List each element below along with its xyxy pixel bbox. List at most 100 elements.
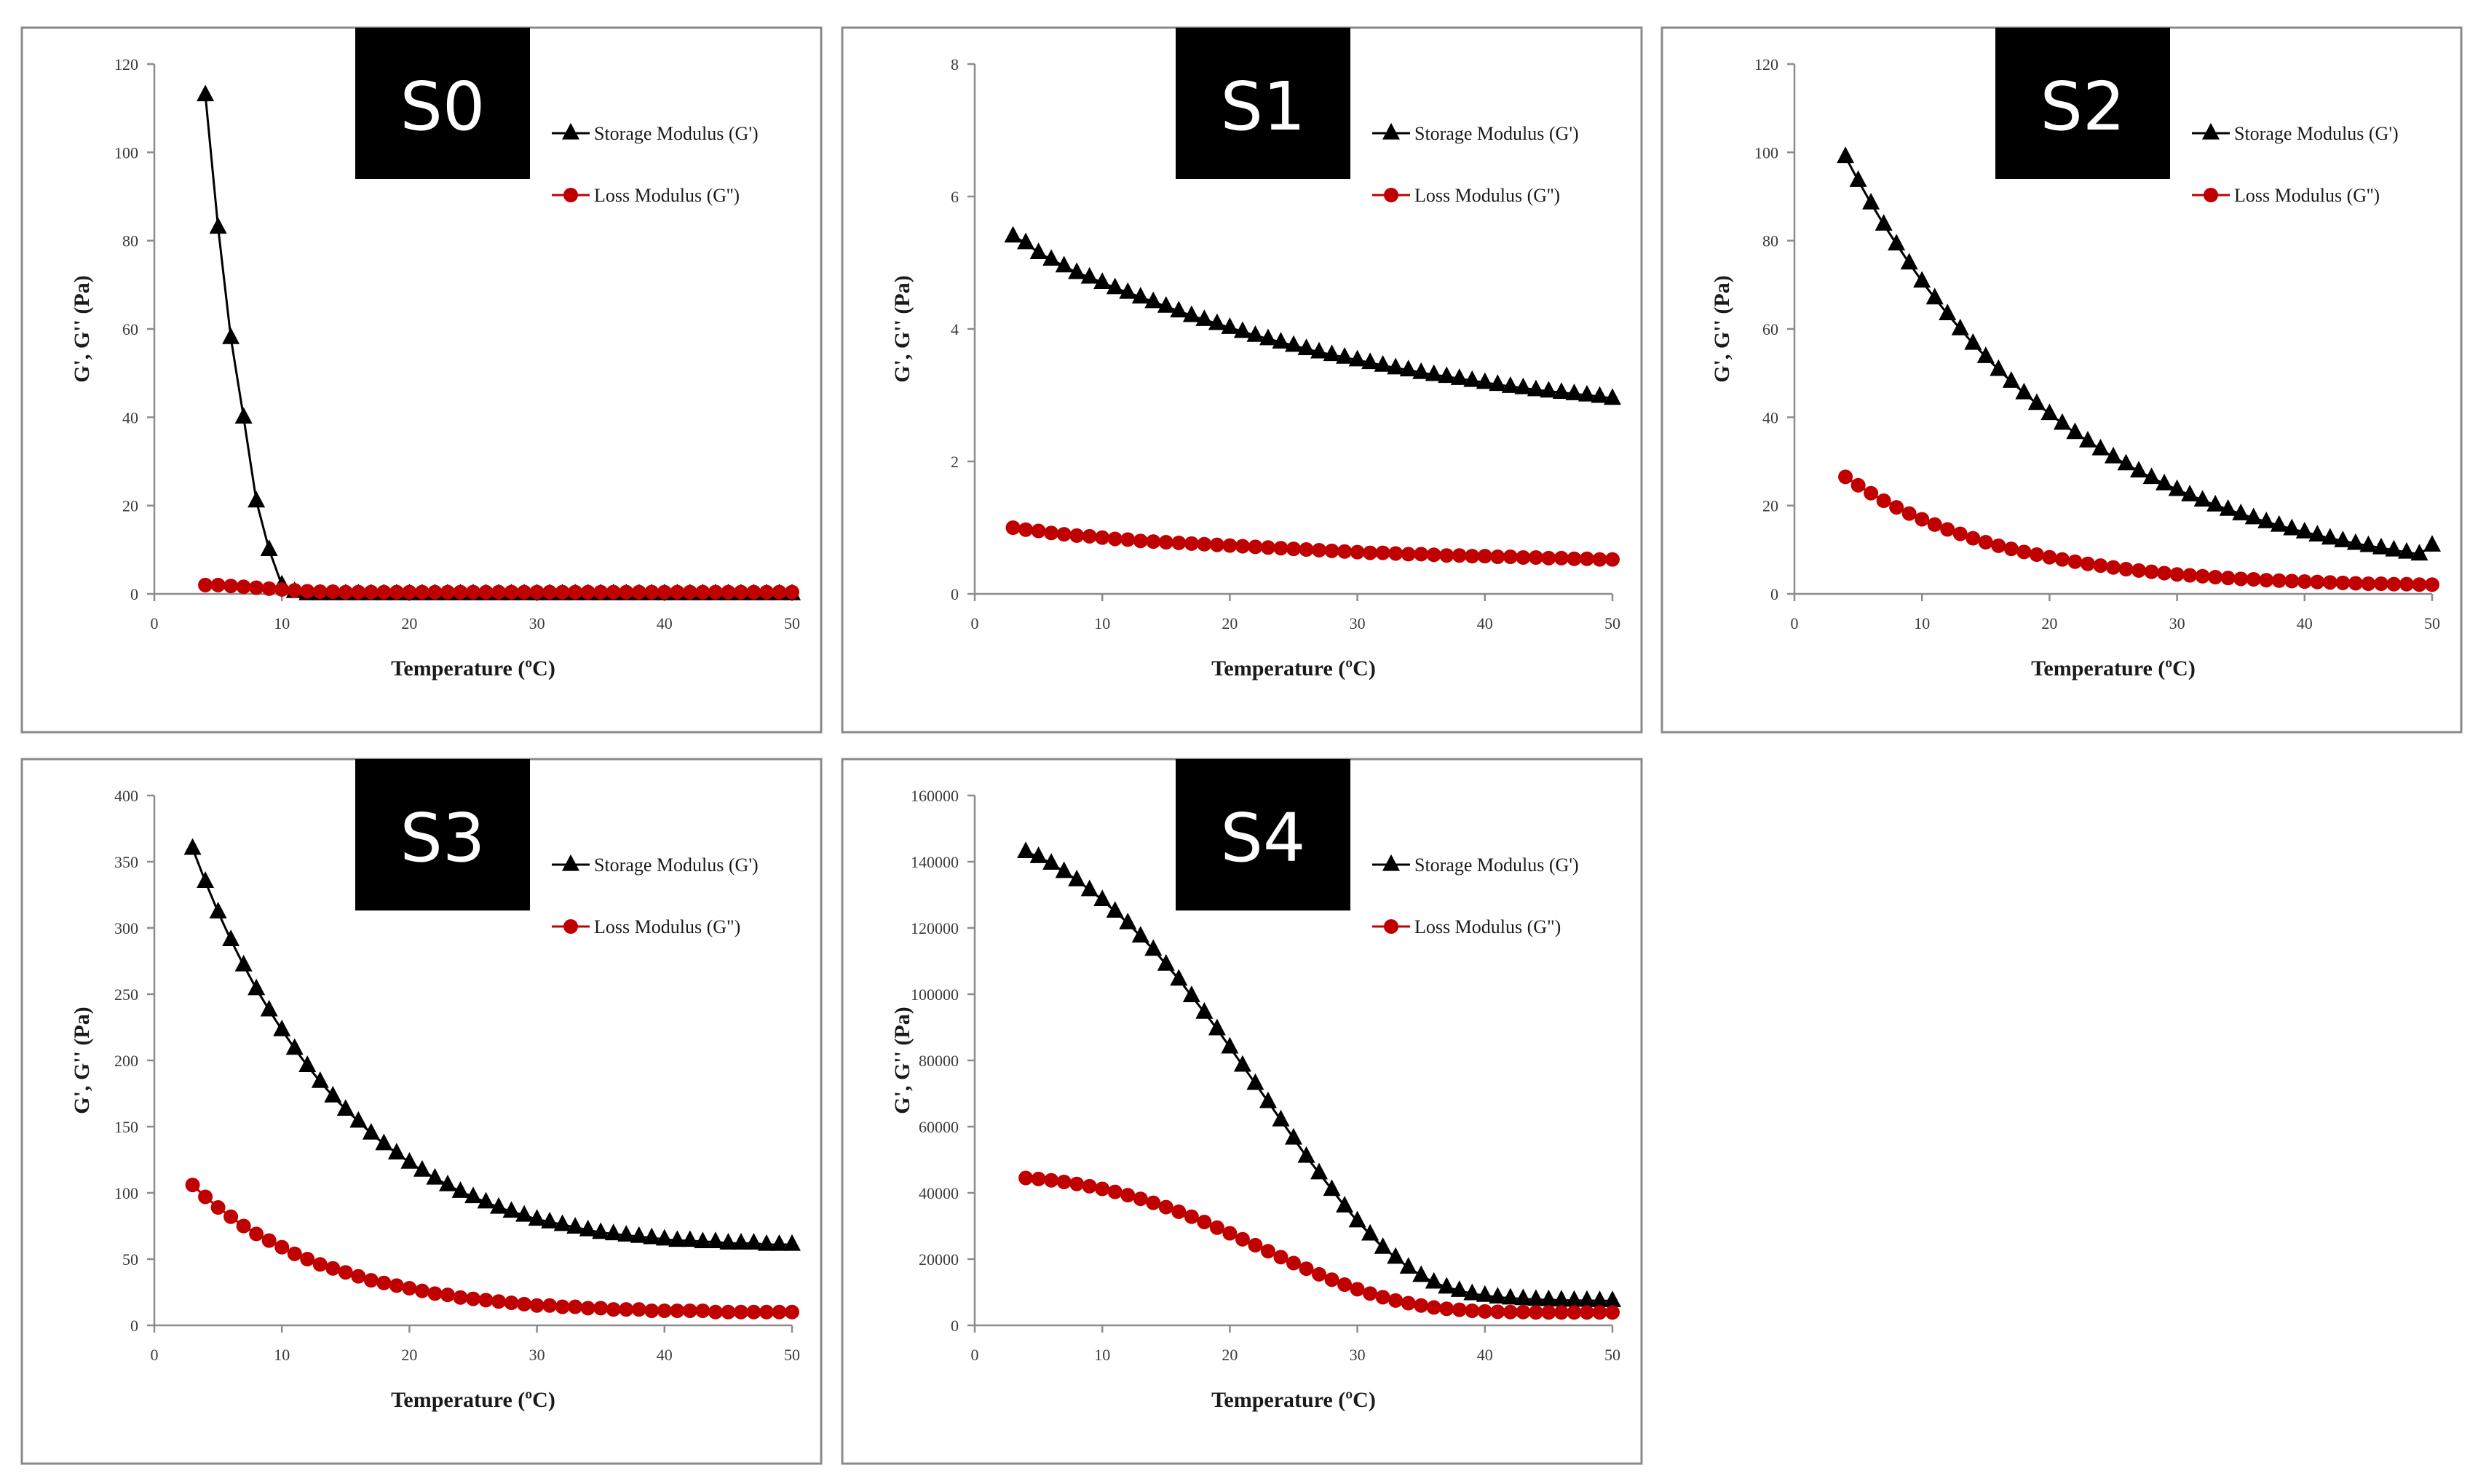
data-point-triangle — [2423, 535, 2441, 552]
data-point-circle — [2259, 573, 2274, 588]
data-point-circle — [338, 584, 353, 600]
data-point-triangle — [2219, 499, 2237, 516]
data-point-circle — [529, 1298, 545, 1313]
y-tick-label: 0 — [1770, 585, 1778, 603]
data-point-circle — [1375, 1290, 1390, 1305]
data-point-triangle — [2295, 521, 2313, 539]
data-point-circle — [376, 584, 392, 600]
data-point-triangle — [1068, 869, 1086, 886]
data-point-triangle — [2359, 535, 2378, 552]
y-tick-label: 120000 — [911, 919, 959, 937]
data-point-triangle — [1029, 846, 1048, 863]
data-point-triangle — [1540, 381, 1558, 398]
data-point-circle — [1503, 549, 1518, 565]
data-point-triangle — [1387, 1247, 1405, 1264]
data-point-circle — [1978, 535, 1993, 550]
data-point-circle — [1260, 540, 1275, 555]
x-tick-label: 30 — [529, 1346, 545, 1364]
data-point-circle — [2399, 576, 2414, 592]
data-point-circle — [2208, 569, 2223, 584]
y-tick-label: 2 — [951, 453, 959, 471]
x-tick-label: 40 — [657, 614, 673, 632]
legend-entry: Storage Modulus (G') — [552, 122, 759, 144]
y-tick-label: 100 — [1754, 143, 1778, 162]
data-point-triangle — [1208, 1018, 1226, 1036]
data-point-circle — [1120, 1188, 1136, 1203]
data-point-circle — [1158, 535, 1173, 550]
data-point-circle — [1146, 534, 1161, 549]
data-point-circle — [1299, 542, 1314, 558]
y-tick-label: 100 — [114, 143, 138, 162]
data-point-triangle — [464, 1186, 482, 1204]
data-point-triangle — [1425, 364, 1443, 381]
data-point-triangle — [1412, 362, 1430, 379]
data-point-triangle — [400, 1152, 419, 1169]
data-point-circle — [1337, 544, 1353, 559]
data-point-circle — [287, 583, 302, 598]
data-point-circle — [389, 1278, 404, 1293]
data-point-triangle — [1990, 359, 2008, 376]
data-point-triangle — [2193, 490, 2212, 507]
series-storage-modulus — [1004, 226, 1621, 405]
data-point-circle — [568, 584, 583, 600]
data-point-triangle — [1939, 303, 1957, 321]
data-point-triangle — [1450, 368, 1468, 385]
y-axis-title: G', G'' (Pa) — [70, 275, 94, 382]
y-tick-label: 160000 — [911, 787, 959, 805]
data-point-circle — [363, 584, 379, 600]
legend-triangle-marker — [2202, 122, 2220, 140]
x-tick-label: 40 — [1477, 614, 1493, 632]
data-point-triangle — [2308, 525, 2327, 541]
data-point-circle — [1056, 1174, 1072, 1189]
data-point-circle — [338, 1265, 353, 1280]
data-point-triangle — [2181, 484, 2199, 501]
data-point-triangle — [311, 1071, 329, 1088]
data-point-circle — [2322, 575, 2337, 590]
y-tick-label: 40 — [122, 408, 138, 426]
data-point-circle — [478, 584, 494, 600]
data-point-triangle — [260, 999, 278, 1017]
data-point-triangle — [1093, 889, 1112, 906]
data-point-triangle — [1577, 1290, 1596, 1307]
sample-badge-label: S0 — [400, 68, 486, 146]
data-point-triangle — [1604, 1290, 1621, 1307]
data-point-circle — [2169, 567, 2185, 582]
data-point-circle — [1299, 1261, 1314, 1277]
data-point-triangle — [1577, 384, 1596, 402]
data-point-circle — [2093, 558, 2108, 574]
y-tick-label: 20000 — [919, 1250, 959, 1269]
data-point-triangle — [1604, 388, 1621, 405]
data-point-circle — [542, 1298, 558, 1313]
data-point-circle — [1005, 520, 1021, 535]
sample-badge-label: S3 — [400, 799, 486, 877]
legend-entry: Storage Modulus (G') — [552, 854, 759, 876]
data-point-circle — [759, 1304, 774, 1320]
y-tick-label: 350 — [114, 853, 138, 871]
data-point-circle — [2361, 576, 2376, 592]
data-point-circle — [721, 584, 736, 600]
data-point-circle — [223, 1209, 239, 1224]
x-axis-title: Temperature (ºC) — [391, 1388, 555, 1412]
data-point-circle — [2335, 575, 2351, 590]
data-point-triangle — [1489, 1287, 1507, 1304]
data-point-triangle — [1387, 357, 1405, 375]
data-point-triangle — [1080, 266, 1098, 284]
data-point-circle — [2220, 571, 2236, 586]
data-point-circle — [759, 584, 774, 600]
data-point-circle — [478, 1293, 494, 1308]
data-point-circle — [1592, 552, 1607, 567]
data-point-circle — [453, 584, 468, 600]
data-point-circle — [1838, 469, 1853, 485]
x-tick-label: 10 — [1914, 614, 1930, 632]
data-point-triangle — [2244, 507, 2263, 525]
data-point-circle — [1465, 1303, 1480, 1318]
chart-panel-s2: 0 20 40 60 80 100 120 0 10 20 30 40 50 Temperature (º… — [1660, 26, 2463, 734]
data-point-circle — [466, 1291, 480, 1306]
data-point-triangle — [1374, 354, 1392, 372]
data-point-circle — [2310, 574, 2325, 590]
x-tick-label: 0 — [1791, 614, 1799, 632]
y-tick-label: 0 — [130, 585, 138, 603]
x-tick-label: 30 — [1350, 1346, 1366, 1364]
data-point-triangle — [349, 1111, 368, 1128]
data-point-circle — [1248, 539, 1263, 555]
